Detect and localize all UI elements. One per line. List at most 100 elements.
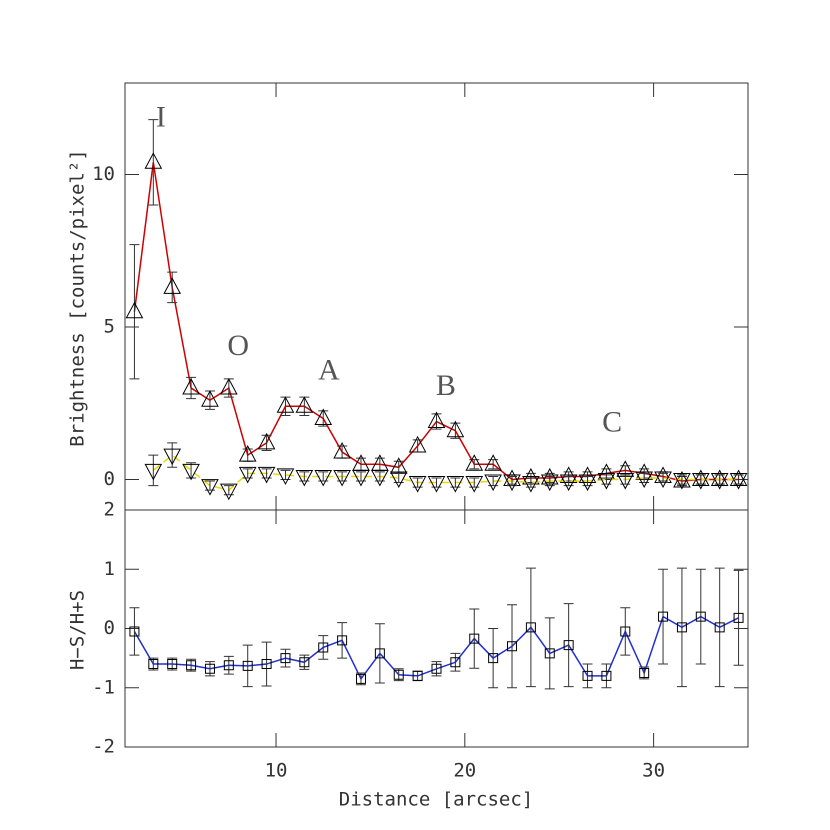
error-bar xyxy=(412,477,423,488)
error-bar xyxy=(242,644,253,688)
error-bar xyxy=(337,622,348,659)
error-bar xyxy=(261,434,272,452)
error-bar xyxy=(714,474,725,485)
marker xyxy=(601,670,612,681)
x-tick-label: 30 xyxy=(642,760,665,782)
error-bar xyxy=(337,471,348,482)
plot-area xyxy=(125,119,748,501)
marker xyxy=(503,474,521,492)
marker xyxy=(163,277,182,294)
marker xyxy=(238,445,257,462)
error-bar xyxy=(733,474,744,485)
error-bar xyxy=(639,666,650,680)
marker xyxy=(676,622,687,633)
error-bar xyxy=(431,477,442,488)
error-bar xyxy=(639,472,650,484)
series-line xyxy=(152,454,739,491)
marker xyxy=(733,612,744,623)
marker xyxy=(125,301,144,319)
y-tick-label: 0 xyxy=(104,617,115,639)
marker xyxy=(522,476,540,493)
marker xyxy=(635,471,654,489)
error-bar xyxy=(695,568,706,665)
error-bar xyxy=(469,477,480,488)
marker xyxy=(484,454,502,471)
top-frame xyxy=(124,82,749,511)
error-bar xyxy=(469,608,480,669)
marker xyxy=(673,473,691,490)
marker xyxy=(578,474,597,492)
y-tick-label: -2 xyxy=(92,736,115,758)
marker xyxy=(204,663,215,674)
marker xyxy=(446,420,465,438)
marker xyxy=(219,483,238,501)
marker xyxy=(450,657,461,668)
marker xyxy=(427,411,446,429)
error-bar xyxy=(280,648,291,668)
marker xyxy=(469,633,480,644)
error-bar xyxy=(488,628,499,689)
error-bar xyxy=(582,663,593,689)
error-bar xyxy=(261,641,272,687)
error-bar xyxy=(186,462,197,479)
marker xyxy=(639,667,650,678)
marker xyxy=(201,390,219,407)
plot-area xyxy=(129,567,744,690)
marker xyxy=(276,396,295,413)
error-bar xyxy=(620,607,631,656)
error-bar xyxy=(582,475,593,487)
marker xyxy=(163,448,182,466)
error-bar xyxy=(488,475,499,487)
error-bar xyxy=(280,469,291,480)
marker xyxy=(654,471,672,489)
marker xyxy=(446,476,465,493)
annotation: I xyxy=(156,100,166,133)
error-bar xyxy=(525,567,536,688)
error-bar xyxy=(355,672,366,686)
annotation: C xyxy=(602,405,622,438)
bottom-y-label: H−S/H+S xyxy=(67,590,89,670)
error-bar xyxy=(186,376,197,400)
error-bar xyxy=(318,471,329,482)
error-bar xyxy=(488,459,499,470)
error-bar xyxy=(204,480,215,491)
marker xyxy=(620,626,631,637)
marker xyxy=(563,640,574,651)
marker xyxy=(729,473,748,490)
marker xyxy=(144,152,163,169)
marker xyxy=(465,476,484,493)
marker xyxy=(261,659,272,670)
marker xyxy=(408,476,427,493)
error-bar xyxy=(601,663,612,689)
marker xyxy=(144,463,163,481)
error-bar xyxy=(714,567,725,688)
error-bar xyxy=(299,471,310,482)
marker xyxy=(616,473,635,490)
marker xyxy=(276,468,295,485)
error-bar xyxy=(544,475,555,487)
error-bar xyxy=(450,477,461,488)
error-bar xyxy=(129,244,140,380)
error-bar xyxy=(544,617,555,690)
error-bar xyxy=(355,471,366,482)
marker xyxy=(223,660,234,671)
error-bar xyxy=(601,474,612,485)
error-bar xyxy=(507,475,518,487)
marker xyxy=(333,441,351,459)
marker xyxy=(333,469,351,487)
annotation: A xyxy=(318,354,340,387)
error-bar xyxy=(337,445,348,459)
marker xyxy=(299,657,310,668)
marker xyxy=(352,469,370,487)
error-bar xyxy=(318,635,329,660)
marker xyxy=(280,653,291,664)
error-bar xyxy=(186,658,197,672)
error-bar xyxy=(431,413,442,430)
error-bar xyxy=(129,607,140,656)
error-bar xyxy=(676,567,687,688)
error-bar xyxy=(450,652,461,672)
marker xyxy=(544,648,555,659)
marker xyxy=(412,670,423,681)
